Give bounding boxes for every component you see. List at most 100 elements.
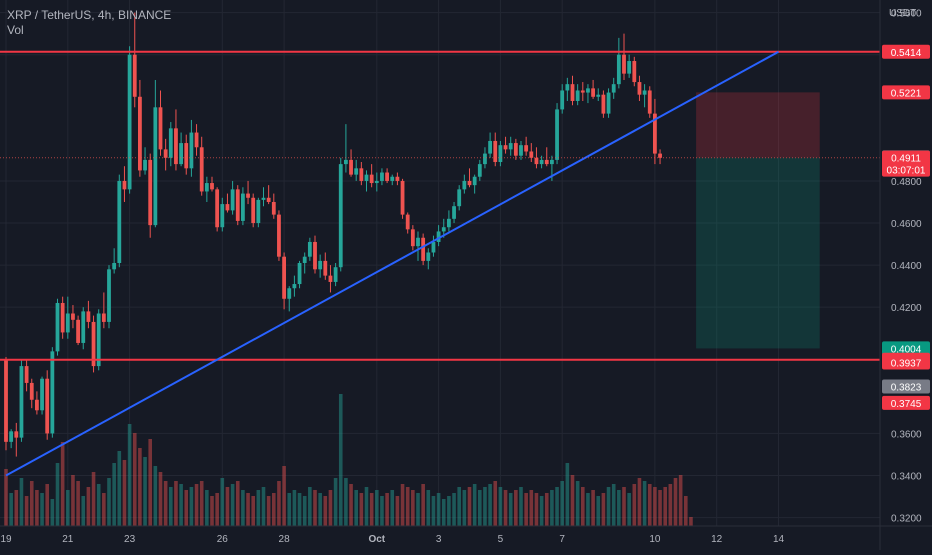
candle-body — [426, 252, 431, 261]
candle-body — [117, 180, 122, 263]
volume-bar — [441, 499, 446, 526]
volume-bar — [241, 490, 245, 526]
candle-body — [256, 199, 261, 224]
volume-bar — [483, 487, 487, 526]
candle-body — [261, 197, 266, 200]
volume-bar — [653, 487, 657, 526]
time-tick-label: 12 — [711, 534, 723, 545]
volume-bar — [544, 493, 549, 526]
volume-bar — [447, 496, 451, 526]
candle-body — [318, 260, 323, 270]
candle-body — [544, 159, 549, 165]
candle-body — [441, 227, 446, 232]
candle-body — [416, 237, 420, 247]
volume-bar — [555, 487, 559, 526]
candle-body — [498, 145, 503, 163]
volume-bar — [282, 466, 286, 526]
volume-bar — [519, 487, 523, 526]
volume-bar — [364, 487, 369, 526]
price-tag-label: 0.3823 — [891, 383, 922, 394]
price-tag — [882, 44, 930, 59]
candle-body — [565, 84, 570, 91]
candle-body — [179, 143, 183, 165]
volume-bar — [102, 493, 106, 526]
price-tag — [882, 355, 930, 370]
candle-body — [266, 197, 271, 202]
time-tick-label: 21 — [62, 534, 74, 545]
candle-body — [215, 189, 220, 228]
drawn-lines[interactable] — [0, 50, 880, 477]
long-short-position-zones[interactable] — [696, 92, 820, 349]
candle-body — [184, 143, 189, 169]
candle-body — [297, 263, 302, 285]
symbol-title[interactable]: XRP / TetherUS, 4h, BINANCE — [7, 8, 172, 22]
price-tag-label: 0.4911 — [891, 154, 921, 165]
candle-body — [369, 174, 374, 184]
candle-body — [349, 159, 353, 175]
time-tick-label: 7 — [559, 534, 565, 545]
candle-body — [380, 172, 384, 181]
candle-body — [323, 260, 328, 276]
candle-body — [241, 193, 245, 221]
volume-bar — [611, 484, 616, 526]
price-axis[interactable]: 0.56000.54000.48000.46000.44000.42000.36… — [879, 0, 930, 550]
price-tag — [882, 379, 930, 394]
volume-bar — [539, 496, 544, 526]
volume-bar — [534, 493, 539, 526]
volume-bar — [292, 490, 297, 526]
time-axis[interactable]: 19 21 23 26 28 Oct 3 5 7 10 12 14 — [0, 525, 932, 545]
volume-bar — [498, 487, 503, 526]
volume-bar — [606, 487, 611, 526]
volume-bar — [375, 490, 379, 526]
candle-body — [277, 214, 281, 257]
candle-body — [591, 88, 595, 97]
volume-bar — [184, 490, 189, 526]
volume-bar — [411, 490, 415, 526]
volume-bar — [632, 484, 637, 526]
volume-bar — [689, 517, 693, 526]
volume-bar — [431, 496, 436, 526]
volume-bar — [29, 481, 34, 526]
candle-body — [287, 288, 292, 299]
candle-body — [168, 128, 173, 158]
volume-bar — [205, 490, 209, 526]
volume-bar — [622, 487, 626, 526]
volume-bar — [112, 463, 116, 526]
time-tick-label: 10 — [649, 534, 661, 545]
volume-bar — [297, 493, 302, 526]
chart-legend: XRP / TetherUS, 4h, BINANCE Vol — [7, 8, 171, 38]
candle-body — [385, 172, 389, 181]
volume-bar — [179, 484, 183, 526]
price-tag — [882, 395, 930, 410]
candle-body — [282, 256, 286, 299]
volume-bar — [261, 487, 266, 526]
candle-body — [596, 94, 601, 97]
price-tick-label: 0.5600 — [891, 9, 922, 20]
candle-body — [96, 313, 101, 367]
candle-body — [230, 189, 235, 211]
volume-bar — [508, 493, 513, 526]
volume-bar — [71, 475, 75, 526]
price-axis-unit: USDT — [889, 8, 916, 19]
volume-bar — [81, 496, 86, 526]
candle-body — [101, 313, 106, 322]
time-tick-label: 14 — [773, 534, 785, 545]
price-tick-label: 0.4800 — [891, 177, 922, 188]
candle-body — [550, 159, 554, 165]
volume-bar — [452, 493, 456, 526]
candle-body — [328, 275, 333, 282]
candle-body — [529, 151, 534, 158]
volume-bar — [503, 490, 508, 526]
time-tick-label: 23 — [124, 534, 136, 545]
candle-body — [575, 90, 580, 101]
volume-bar — [230, 484, 235, 526]
candle-body — [374, 180, 379, 184]
volume-bar — [153, 466, 158, 526]
volume-bar — [148, 439, 152, 526]
candle-body — [606, 92, 611, 114]
volume-bar — [344, 478, 348, 526]
volume-bar — [66, 490, 70, 526]
take-profit-zone — [696, 157, 820, 349]
